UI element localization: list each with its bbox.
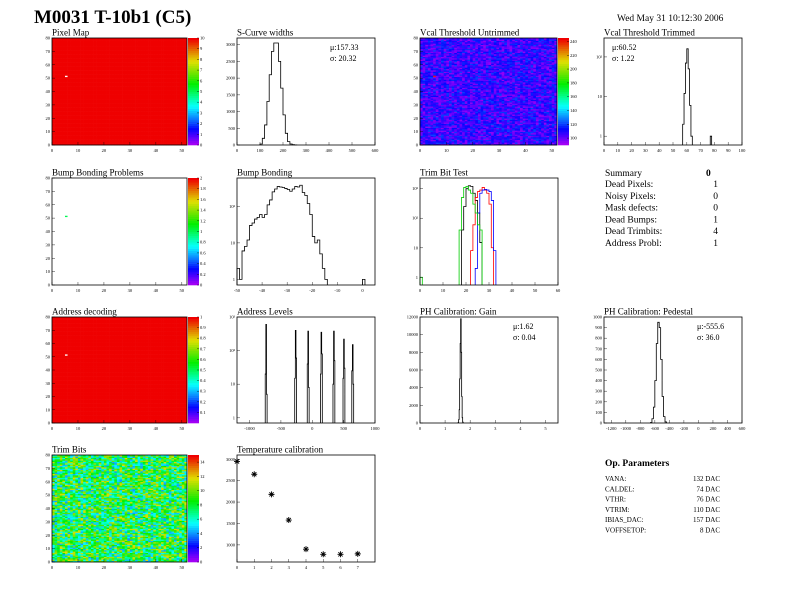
summary-row-value: 1 — [713, 239, 718, 249]
op-parameter-value: 76 DAC — [696, 496, 720, 504]
summary-row-value: 4 — [713, 227, 718, 237]
op-parameter-value: 157 DAC — [693, 516, 720, 524]
summary-row-value: 0 — [713, 192, 718, 202]
summary-row-value: 1 — [713, 215, 718, 225]
chart-title: Pixel Map — [52, 28, 90, 38]
op-parameter-label: VTHR: — [605, 496, 626, 504]
op-parameter-label: VANA: — [605, 475, 626, 483]
op-parameter-label: CALDEL: — [605, 485, 635, 493]
op-parameter-value: 74 DAC — [696, 485, 720, 493]
op-parameter-value: 110 DAC — [693, 506, 720, 514]
summary-row-label: Noisy Pixels: — [605, 192, 656, 202]
op-parameter-label: IBIAS_DAC: — [605, 516, 644, 524]
module-title: M0031 T-10b1 (C5) — [34, 7, 191, 28]
op-parameter-value: 132 DAC — [693, 475, 720, 483]
summary-value: 0 — [706, 169, 711, 179]
summary-row-value: 1 — [713, 180, 718, 190]
op-parameters-title: Op. Parameters — [605, 459, 670, 469]
timestamp: Wed May 31 10:12:30 2006 — [617, 14, 724, 24]
op-parameter-label: VTRIM: — [605, 506, 630, 514]
summary-row-label: Dead Pixels: — [605, 180, 653, 190]
op-parameter-label: VOFFSETOP: — [605, 527, 646, 535]
op-parameter-value: 8 DAC — [700, 527, 720, 535]
summary-row-label: Address Probl: — [605, 239, 662, 249]
summary-title: Summary — [605, 169, 642, 179]
summary-row-label: Dead Bumps: — [605, 215, 657, 225]
summary-row-label: Mask defects: — [605, 203, 658, 214]
summary-row-value: 0 — [713, 204, 718, 214]
summary-row-label: Dead Trimbits: — [605, 227, 662, 237]
